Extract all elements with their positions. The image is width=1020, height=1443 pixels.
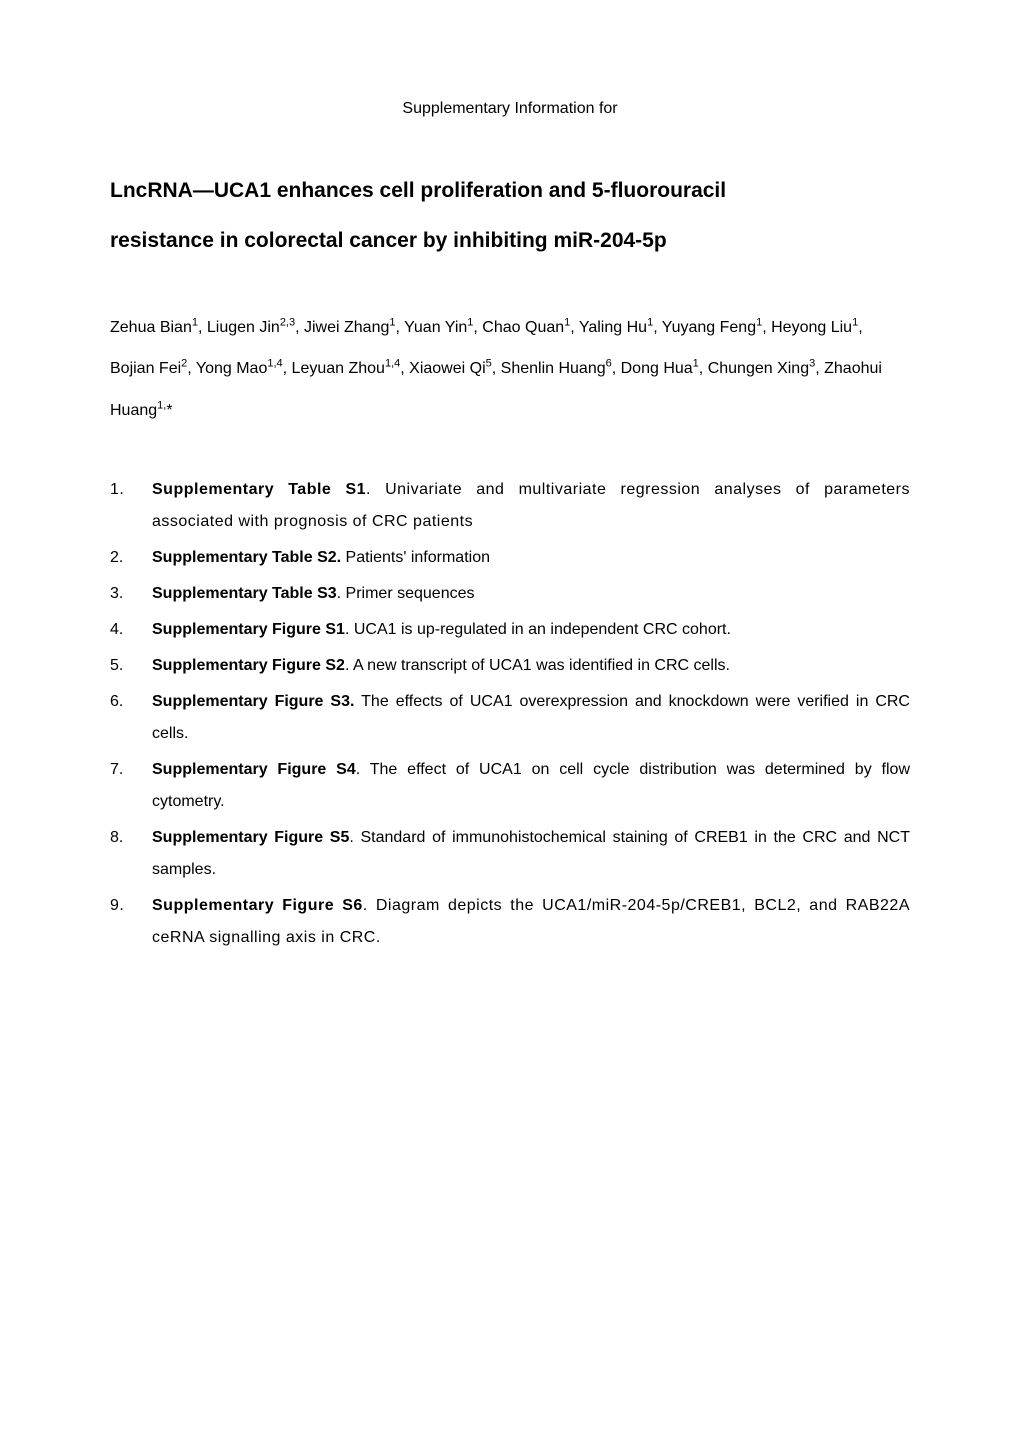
- title-line-2: resistance in colorectal cancer by inhib…: [110, 216, 910, 266]
- author-sep: , Shenlin Huang: [492, 360, 606, 377]
- list-item: Supplementary Figure S3. The effects of …: [110, 686, 910, 750]
- author-affil: 1,: [157, 400, 166, 412]
- supplementary-header: Supplementary Information for: [110, 100, 910, 118]
- author-sep: , Xiaowei Qi: [400, 360, 485, 377]
- author-sep: , Dong Hua: [612, 360, 693, 377]
- author-sep: , Jiwei Zhang: [295, 319, 389, 336]
- author-sep: , Chungen Xing: [699, 360, 809, 377]
- list-item: Supplementary Table S2. Patients' inform…: [110, 542, 910, 574]
- list-item: Supplementary Figure S5. Standard of imm…: [110, 822, 910, 886]
- list-item: Supplementary Figure S2. A new transcrip…: [110, 650, 910, 682]
- author-sep: , Heyong Liu: [762, 319, 852, 336]
- item-description: . Primer sequences: [337, 585, 475, 602]
- item-title: Supplementary Figure S5: [152, 829, 349, 846]
- author-sep: , Leyuan Zhou: [283, 360, 385, 377]
- item-title: Supplementary Figure S3.: [152, 693, 354, 710]
- item-title: Supplementary Table S1: [152, 481, 366, 498]
- item-title: Supplementary Figure S1: [152, 621, 345, 638]
- item-title: Supplementary Figure S2: [152, 657, 345, 674]
- item-title: Supplementary Figure S4: [152, 761, 356, 778]
- author-sep: , Yong Mao: [187, 360, 267, 377]
- item-description: . UCA1 is up-regulated in an independent…: [345, 621, 731, 638]
- item-title: Supplementary Figure S6: [152, 897, 363, 914]
- list-item: Supplementary Table S3. Primer sequences: [110, 578, 910, 610]
- list-item: Supplementary Figure S1. UCA1 is up-regu…: [110, 614, 910, 646]
- list-item: Supplementary Figure S6. Diagram depicts…: [110, 890, 910, 954]
- author-sep: , Yaling Hu: [570, 319, 647, 336]
- list-item: Supplementary Figure S4. The effect of U…: [110, 754, 910, 818]
- author-sep: , Yuyang Feng: [653, 319, 756, 336]
- list-item: Supplementary Table S1. Univariate and m…: [110, 474, 910, 538]
- author-sep: , Liugen Jin: [198, 319, 280, 336]
- item-description: Patients' information: [341, 549, 490, 566]
- author-affil: 1,4: [385, 358, 400, 370]
- supplementary-list: Supplementary Table S1. Univariate and m…: [110, 474, 910, 954]
- authors-block: Zehua Bian1, Liugen Jin2,3, Jiwei Zhang1…: [110, 307, 910, 432]
- item-description: . A new transcript of UCA1 was identifie…: [345, 657, 730, 674]
- item-title: Supplementary Table S3: [152, 585, 337, 602]
- paper-title: LncRNA—UCA1 enhances cell proliferation …: [110, 166, 910, 267]
- author-affil: 2,3: [280, 316, 295, 328]
- author-corresponding: *: [166, 402, 172, 419]
- item-title: Supplementary Table S2.: [152, 549, 341, 566]
- author-sep: , Chao Quan: [473, 319, 564, 336]
- author-name: Zehua Bian: [110, 319, 192, 336]
- author-sep: , Yuan Yin: [396, 319, 468, 336]
- title-line-1: LncRNA—UCA1 enhances cell proliferation …: [110, 166, 910, 216]
- author-affil: 1,4: [267, 358, 282, 370]
